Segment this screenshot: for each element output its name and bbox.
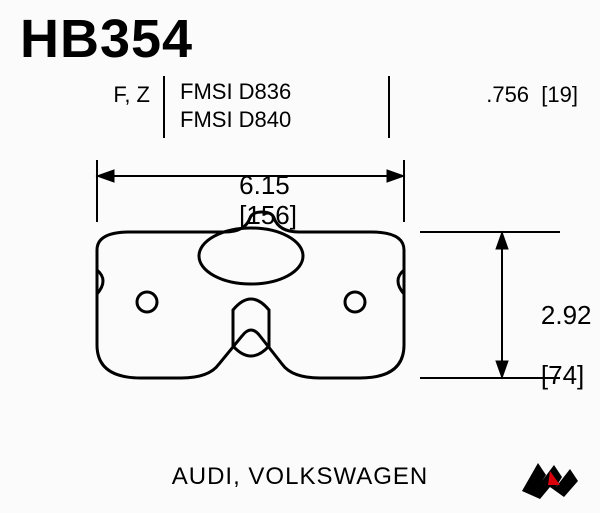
width-mm: 156 — [246, 200, 289, 230]
hawk-logo-icon — [520, 457, 580, 501]
application-label: AUDI, VOLKSWAGEN — [0, 463, 600, 491]
part-number: HB354 — [20, 8, 193, 70]
height-dim-label: 2.92 [74] — [512, 270, 592, 420]
compounds-label: F, Z — [0, 82, 150, 108]
width-dim-label: 6.15 [156] — [180, 140, 320, 260]
thickness-label: .756 [19] — [398, 82, 578, 108]
height-mm: 74 — [548, 360, 577, 390]
thickness-mm: 19 — [547, 82, 571, 107]
fmsi-line-2: FMSI D840 — [180, 106, 291, 134]
height-inch: 2.92 — [541, 300, 592, 330]
separator-1 — [163, 76, 165, 138]
width-inch: 6.15 — [239, 170, 290, 200]
fmsi-block: FMSI D836 FMSI D840 — [180, 78, 291, 134]
fmsi-line-1: FMSI D836 — [180, 78, 291, 106]
brake-pad-figure: 6.15 [156] 2.92 [74] — [0, 150, 600, 450]
separator-2 — [388, 76, 390, 138]
thickness-inch: .756 — [486, 82, 529, 107]
